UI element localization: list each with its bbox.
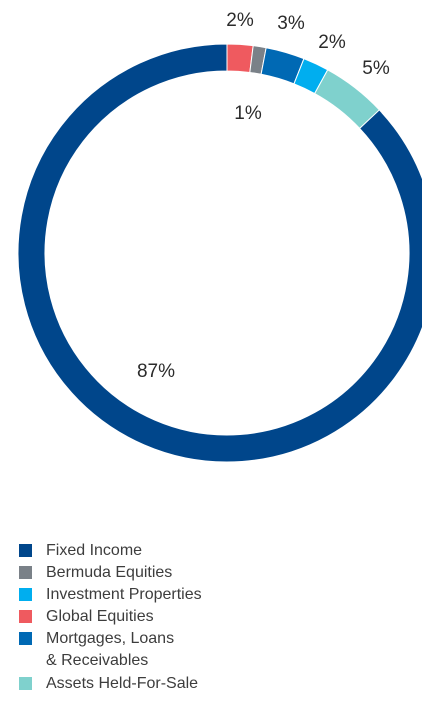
legend-label-mortgages-line1: Mortgages, Loans <box>46 630 175 647</box>
legend-label-global-equities: Global Equities <box>46 608 154 625</box>
legend-swatch-fixed-income <box>19 544 32 557</box>
value-label-investment-properties: 2% <box>318 32 346 53</box>
value-label-fixed-income: 87% <box>137 361 175 382</box>
slice-fixed-income <box>17 43 422 463</box>
legend-label-bermuda-equities: Bermuda Equities <box>46 564 173 581</box>
value-labels-group: 2% 1% 3% 2% 5% 87% <box>137 10 390 382</box>
legend-label-mortgages-line2: & Receivables <box>46 652 149 669</box>
donut-chart: 2% 1% 3% 2% 5% 87% <box>17 10 422 463</box>
value-label-mortgages-loans-receivables: 3% <box>277 13 305 34</box>
legend-swatch-investment-properties <box>19 588 32 601</box>
legend-label-mortgages: Mortgages, Loans & Receivables <box>46 628 236 672</box>
legend-label-assets-held-for-sale: Assets Held-For-Sale <box>46 675 199 692</box>
legend-swatch-global-equities <box>19 610 32 623</box>
value-label-assets-held-for-sale: 5% <box>362 58 390 79</box>
value-label-bermuda-equities: 1% <box>234 103 262 124</box>
legend-swatch-bermuda-equities <box>19 566 32 579</box>
legend-label-investment-properties: Investment Properties <box>46 586 202 603</box>
legend-label-fixed-income: Fixed Income <box>46 542 143 559</box>
legend-swatch-assets-held-for-sale <box>19 677 32 690</box>
legend-swatch-mortgages <box>19 632 32 645</box>
value-label-global-equities: 2% <box>226 10 254 31</box>
slice-global-equities <box>226 43 254 73</box>
slices-group <box>17 43 422 463</box>
